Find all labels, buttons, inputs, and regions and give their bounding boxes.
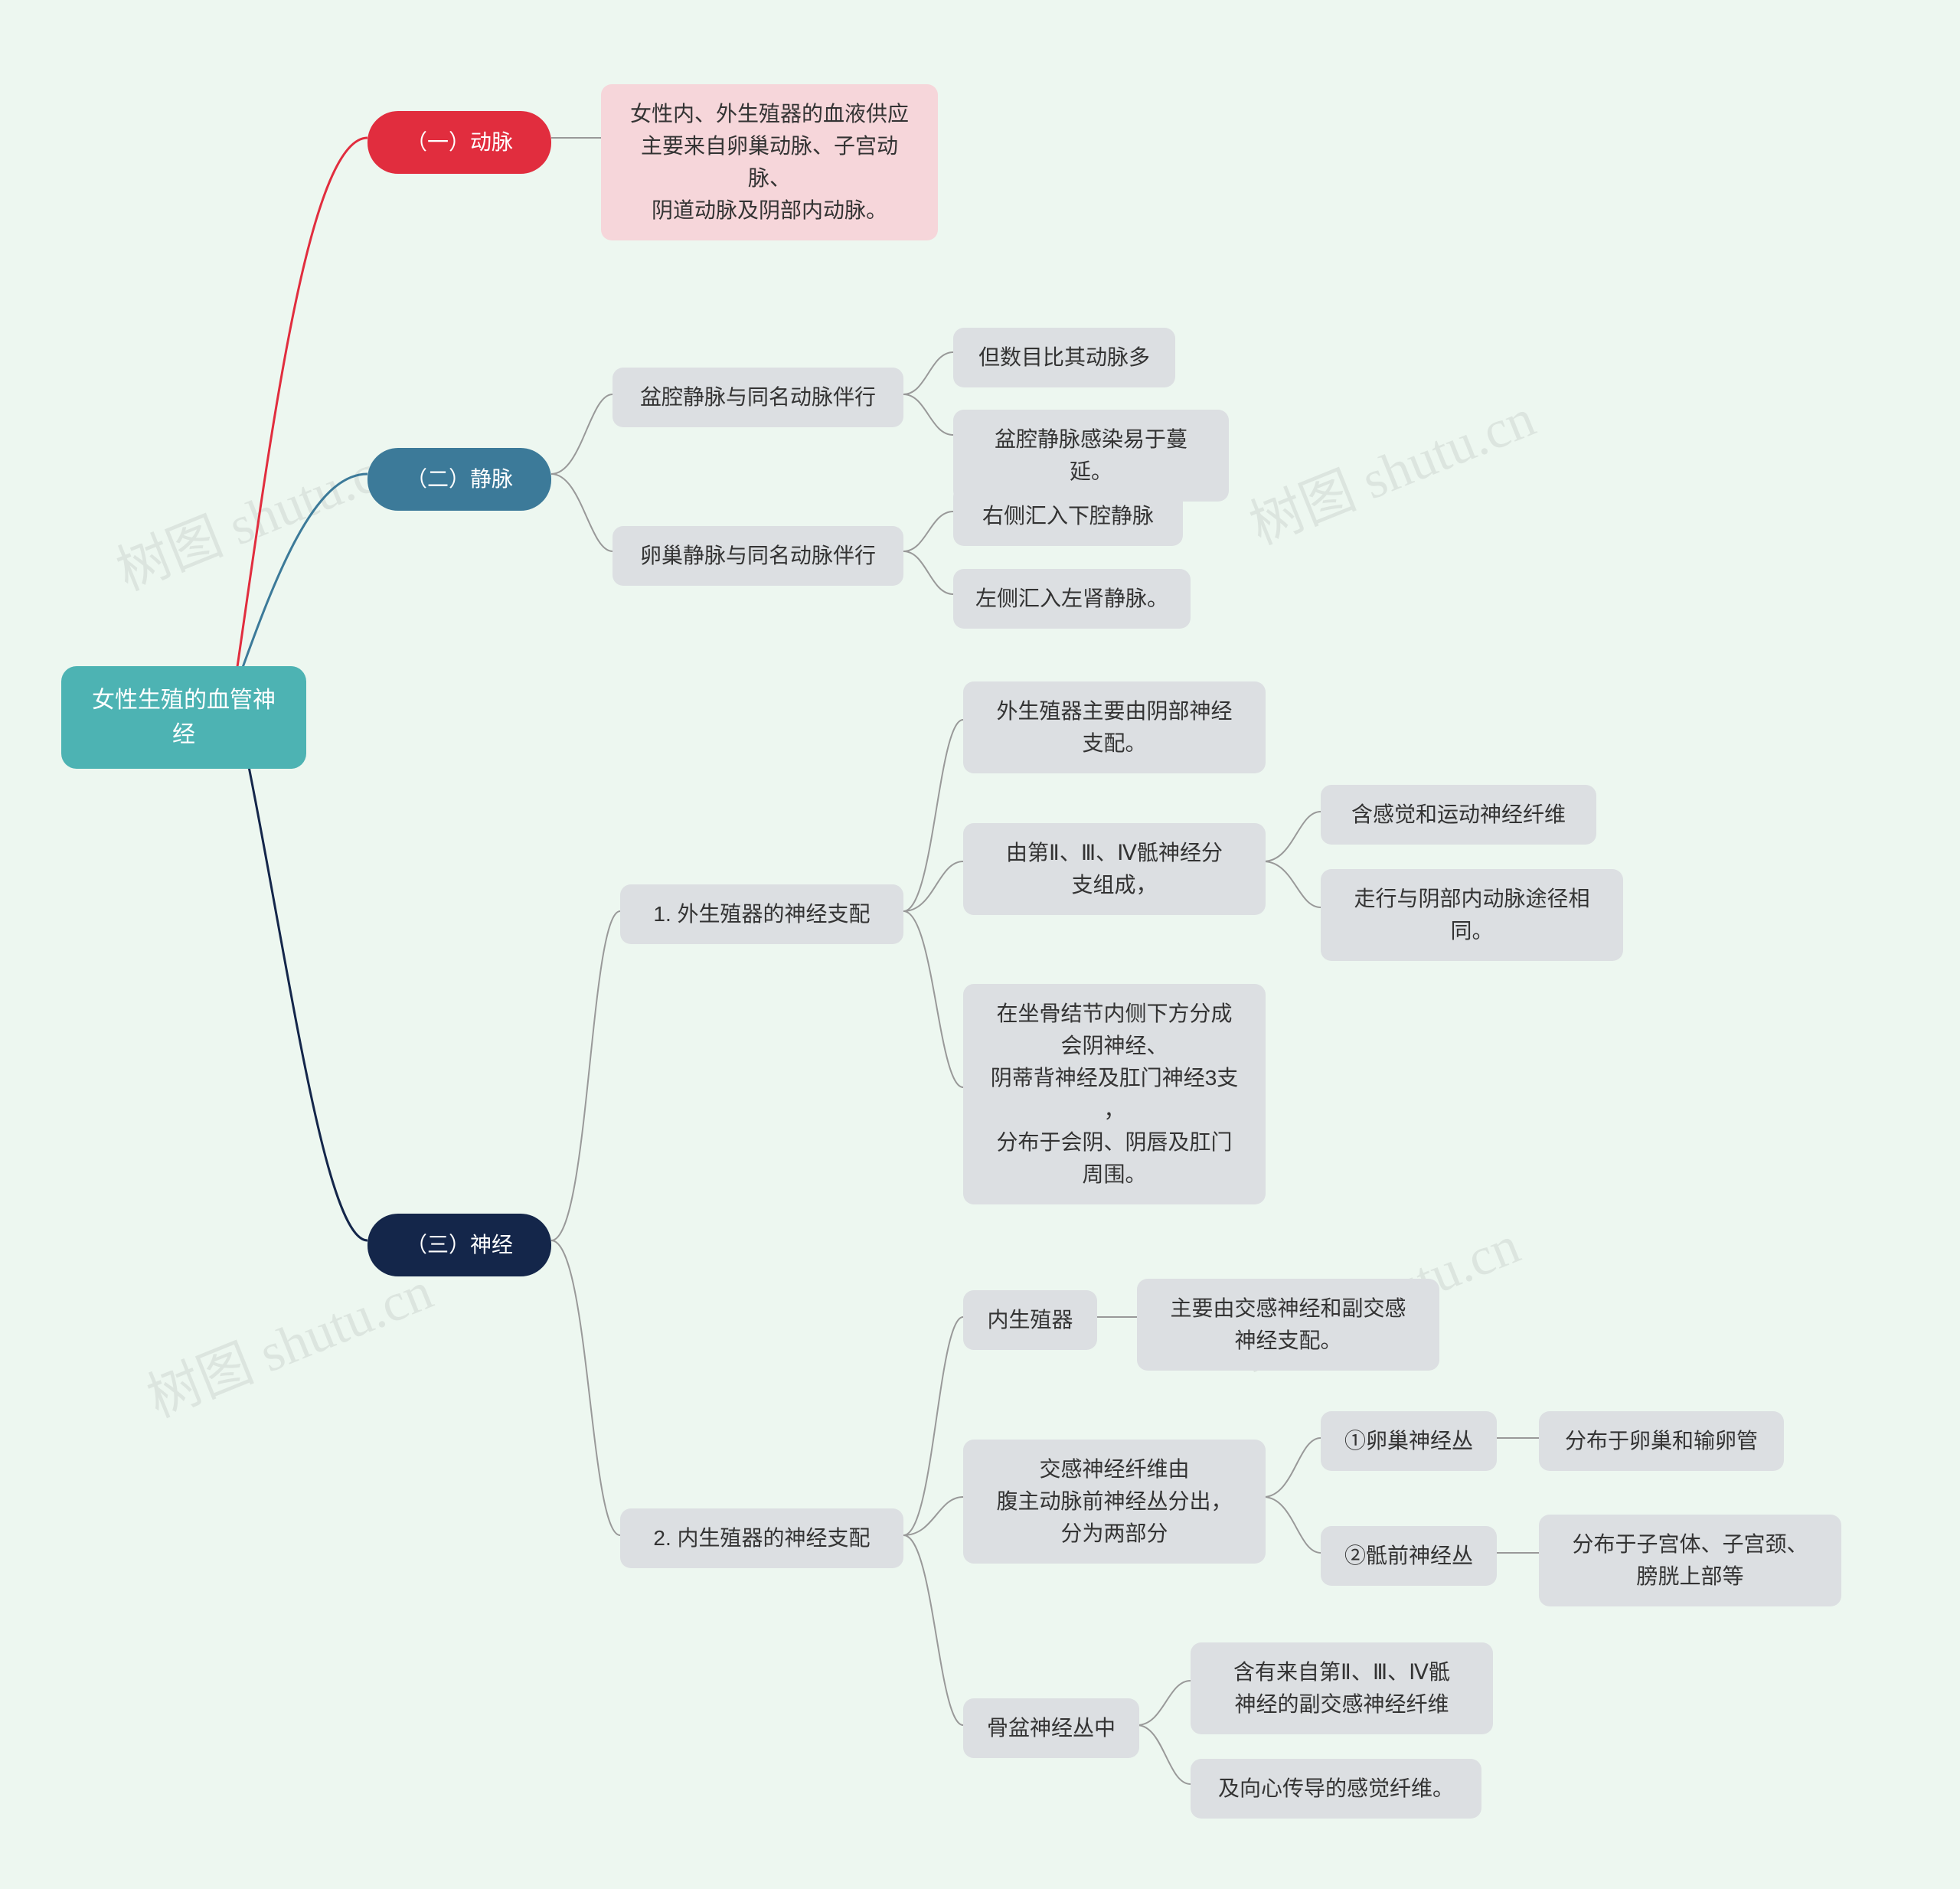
watermark: 树图 shutu.cn <box>103 421 411 606</box>
nerve-1-0-0: 主要由交感神经和副交感 神经支配。 <box>1137 1279 1439 1371</box>
nerve-1-1-1: ②骶前神经丛 <box>1321 1526 1497 1586</box>
nerve-child-1: 2. 内生殖器的神经支配 <box>620 1508 903 1568</box>
nerve-0-1-0: 含感觉和运动神经纤维 <box>1321 785 1596 845</box>
vein-child-0: 盆腔静脉与同名动脉伴行 <box>612 368 903 427</box>
nerve-1-0: 内生殖器 <box>963 1290 1097 1350</box>
branch-vein[interactable]: （二）静脉 <box>368 448 551 511</box>
nerve-0-0: 外生殖器主要由阴部神经 支配。 <box>963 681 1266 773</box>
nerve-0-2: 在坐骨结节内侧下方分成 会阴神经、 阴蒂背神经及肛门神经3支 ， 分布于会阴、阴… <box>963 984 1266 1204</box>
leaf-artery-desc: 女性内、外生殖器的血液供应 主要来自卵巢动脉、子宫动脉、 阴道动脉及阴部内动脉。 <box>601 84 938 240</box>
vein-child-1-1: 左侧汇入左肾静脉。 <box>953 569 1191 629</box>
nerve-1-2: 骨盆神经丛中 <box>963 1698 1139 1758</box>
nerve-0-1: 由第Ⅱ、Ⅲ、Ⅳ骶神经分 支组成， <box>963 823 1266 915</box>
nerve-child-0: 1. 外生殖器的神经支配 <box>620 884 903 944</box>
nerve-1-1: 交感神经纤维由 腹主动脉前神经丛分出， 分为两部分 <box>963 1440 1266 1564</box>
nerve-1-1-0: ①卵巢神经丛 <box>1321 1411 1497 1471</box>
nerve-1-1-0-0: 分布于卵巢和输卵管 <box>1539 1411 1784 1471</box>
vein-child-1-0: 右侧汇入下腔静脉 <box>953 486 1183 546</box>
nerve-1-2-1: 及向心传导的感觉纤维。 <box>1191 1759 1481 1819</box>
nerve-0-1-1: 走行与阴部内动脉途径相 同。 <box>1321 869 1623 961</box>
mindmap-root[interactable]: 女性生殖的血管神经 <box>61 666 306 769</box>
watermark: 树图 shutu.cn <box>1236 375 1544 560</box>
branch-artery[interactable]: （一）动脉 <box>368 111 551 174</box>
nerve-1-2-0: 含有来自第Ⅱ、Ⅲ、Ⅳ骶 神经的副交感神经纤维 <box>1191 1642 1493 1734</box>
nerve-1-1-1-0: 分布于子宫体、子宫颈、 膀胱上部等 <box>1539 1515 1841 1606</box>
vein-child-0-0: 但数目比其动脉多 <box>953 328 1175 387</box>
vein-child-1: 卵巢静脉与同名动脉伴行 <box>612 526 903 586</box>
branch-nerve[interactable]: （三）神经 <box>368 1214 551 1276</box>
